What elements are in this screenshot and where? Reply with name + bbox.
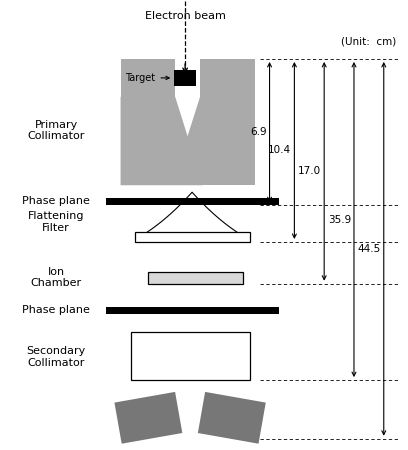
- Polygon shape: [114, 392, 182, 444]
- Bar: [174, 70, 196, 86]
- Bar: [106, 307, 279, 315]
- Text: 17.0: 17.0: [298, 166, 321, 176]
- Bar: [121, 59, 175, 97]
- Bar: [149, 272, 243, 284]
- Text: Phase plane: Phase plane: [22, 196, 90, 206]
- Bar: [135, 232, 250, 242]
- Text: 10.4: 10.4: [268, 145, 291, 155]
- Text: Electron beam: Electron beam: [145, 11, 226, 21]
- Text: Primary
Collimator: Primary Collimator: [27, 120, 85, 141]
- Text: Flattening
Filter: Flattening Filter: [28, 211, 84, 233]
- Text: Phase plane: Phase plane: [22, 306, 90, 315]
- Polygon shape: [198, 392, 266, 444]
- Text: Ion
Chamber: Ion Chamber: [31, 267, 82, 288]
- Polygon shape: [172, 97, 255, 185]
- Text: (Unit:  cm): (Unit: cm): [341, 36, 397, 46]
- Bar: [131, 333, 250, 380]
- Text: Target: Target: [124, 73, 155, 83]
- Polygon shape: [121, 97, 203, 185]
- Text: 35.9: 35.9: [328, 215, 351, 225]
- Text: 6.9: 6.9: [250, 127, 266, 137]
- Bar: [200, 59, 255, 97]
- Bar: [106, 198, 279, 205]
- Text: 44.5: 44.5: [357, 244, 381, 254]
- Text: Secondary
Collimator: Secondary Collimator: [27, 346, 86, 368]
